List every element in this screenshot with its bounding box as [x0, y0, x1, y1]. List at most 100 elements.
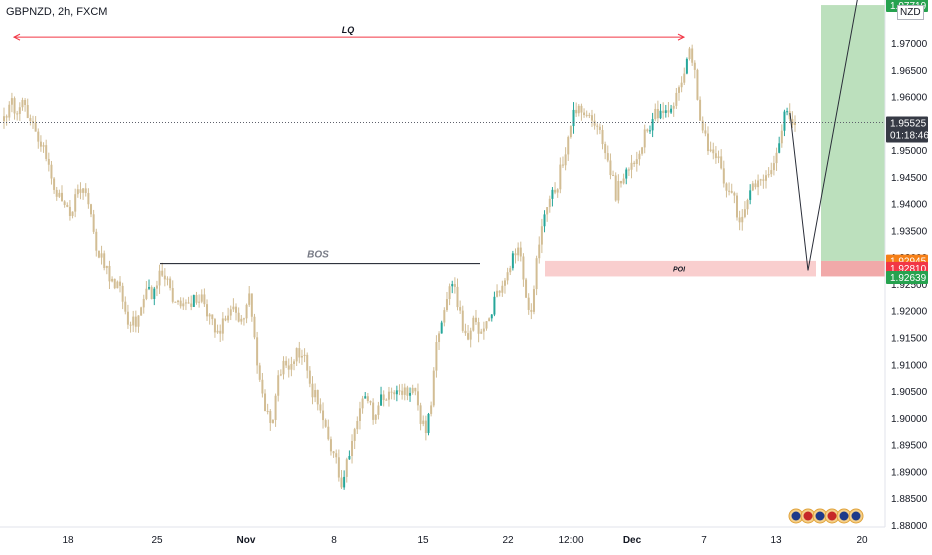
candle-body	[627, 169, 630, 171]
candle-body	[74, 194, 77, 212]
candle-body	[725, 183, 728, 191]
candle	[148, 279, 151, 291]
candle-body	[295, 348, 298, 362]
candle-body	[741, 216, 744, 223]
candle-body	[746, 199, 749, 210]
candle	[728, 182, 731, 196]
candle-body	[548, 198, 551, 208]
candle-body	[203, 294, 206, 305]
event-flag-icon[interactable]	[848, 508, 864, 524]
candle-body	[385, 399, 388, 401]
candle-body	[580, 105, 583, 113]
candle-body	[416, 391, 419, 406]
candle	[150, 285, 153, 300]
candle-body	[411, 387, 414, 393]
candle	[306, 352, 309, 379]
candle	[314, 383, 317, 403]
price-label-level[interactable]: 1.92639	[886, 271, 928, 285]
take-profit-zone[interactable]	[821, 5, 885, 261]
candle	[751, 180, 754, 192]
candle	[116, 280, 119, 289]
candle-body	[361, 398, 364, 409]
candle	[525, 277, 528, 299]
candle-body	[762, 179, 765, 181]
candle	[445, 291, 448, 312]
candle-body	[274, 395, 277, 420]
candle	[282, 356, 285, 380]
poi-zone[interactable]	[545, 260, 816, 277]
candle-body	[519, 247, 522, 257]
candle	[427, 412, 430, 436]
x-tick-label: 8	[331, 535, 337, 546]
candle-body	[788, 111, 791, 120]
candle-body	[699, 99, 702, 121]
candle	[348, 450, 351, 460]
candle	[506, 267, 509, 285]
candle	[527, 293, 530, 315]
candle	[356, 416, 359, 435]
candle	[614, 172, 617, 202]
candle	[71, 211, 74, 219]
candle-body	[116, 281, 119, 289]
candle	[651, 112, 654, 138]
candle-body	[464, 330, 467, 334]
candle	[630, 154, 633, 179]
candle-body	[171, 288, 174, 302]
candle-body	[633, 162, 636, 164]
candle	[68, 200, 71, 221]
candle-body	[61, 192, 64, 202]
x-tick-label: Dec	[623, 535, 642, 546]
time-axis[interactable]: 18 25 Nov 8 15 22 12:00 Dec 7 13 20	[62, 535, 868, 546]
candle	[712, 142, 715, 160]
candle	[343, 470, 346, 490]
candle-body	[285, 360, 288, 366]
candle	[474, 309, 477, 325]
candle-body	[358, 408, 361, 421]
candle	[559, 157, 562, 194]
event-flag-icon[interactable]	[800, 508, 816, 524]
currency-badge[interactable]: NZD	[897, 5, 924, 20]
event-flag-icon[interactable]	[788, 508, 804, 524]
candle-body	[604, 144, 607, 154]
candle	[546, 207, 549, 222]
events-flags[interactable]	[788, 508, 864, 524]
projection-path[interactable]	[789, 0, 858, 271]
stop-loss-zone[interactable]	[821, 260, 885, 277]
candle	[619, 180, 622, 188]
candle	[743, 201, 746, 219]
candle	[155, 280, 158, 297]
candle	[709, 141, 712, 153]
candle-body	[134, 316, 137, 327]
symbol-title[interactable]: GBPNZD, 2h, FXCM	[6, 6, 108, 18]
candle	[79, 182, 82, 200]
candle	[258, 362, 261, 382]
candle-body	[195, 295, 198, 303]
event-flag-icon[interactable]	[836, 508, 852, 524]
event-flag-icon[interactable]	[812, 508, 828, 524]
candle-body	[445, 299, 448, 311]
candle	[308, 366, 311, 388]
candle	[277, 370, 280, 402]
candle	[670, 104, 673, 115]
candle	[411, 384, 414, 395]
candle	[530, 303, 533, 320]
candle-body	[693, 62, 696, 70]
candle-body	[45, 145, 48, 159]
candle-body	[79, 189, 82, 193]
candle	[451, 280, 454, 294]
candle	[699, 96, 702, 122]
candle-body	[424, 420, 427, 434]
candle	[741, 209, 744, 231]
candle	[704, 123, 707, 137]
candle	[300, 349, 303, 365]
candle	[18, 102, 21, 121]
candle	[672, 102, 675, 117]
candle	[517, 242, 520, 262]
candle-body	[559, 164, 562, 190]
candle-body	[124, 301, 127, 312]
candle-body	[630, 162, 633, 170]
candle	[372, 398, 375, 425]
candle	[200, 289, 203, 304]
